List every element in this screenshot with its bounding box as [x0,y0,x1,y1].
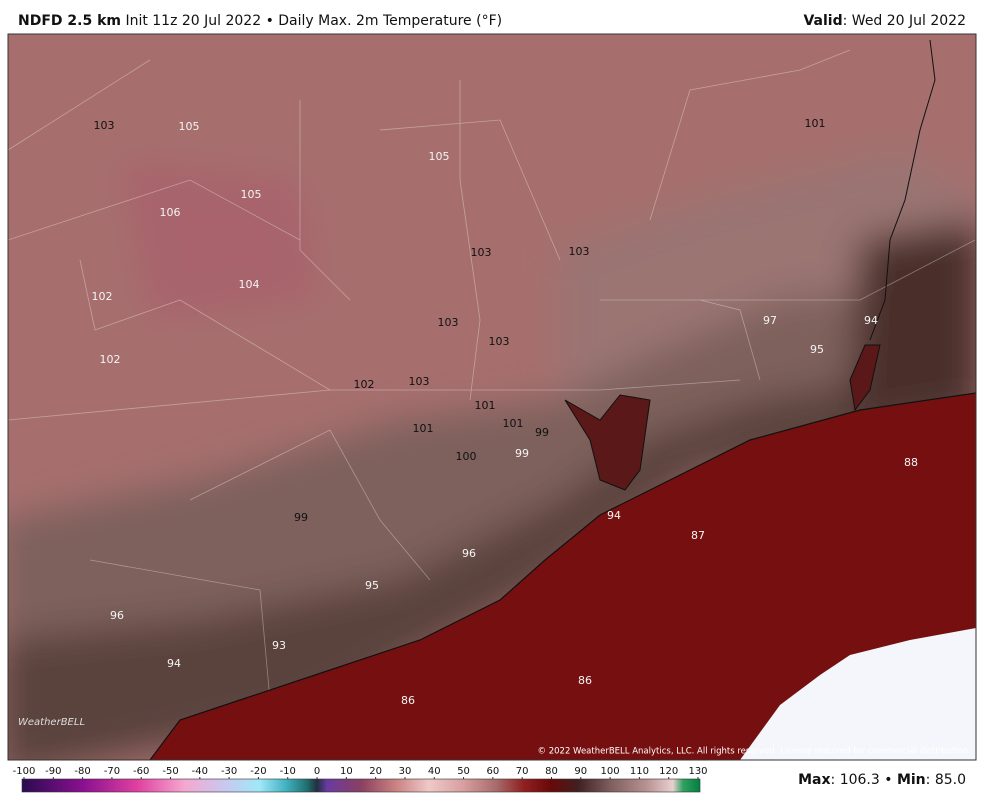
valid-label: Valid [803,13,842,29]
temperature-label: 100 [456,450,477,463]
temperature-label: 99 [515,447,529,460]
colorbar-tick-label: -40 [192,766,208,777]
min-label: Min [897,772,926,788]
separator: • [884,772,892,788]
temperature-label: 105 [179,120,200,133]
temperature-label: 86 [401,694,415,707]
temperature-label: 103 [569,245,590,258]
colorbar-tick-label: -100 [13,766,36,777]
colorbar-tick-label: 130 [688,766,707,777]
max-min: Max: 106.3 • Min: 85.0 [798,772,966,788]
temperature-label: 86 [578,674,592,687]
temperature-label: 87 [691,529,705,542]
temperature-label: 101 [805,117,826,130]
temperature-label: 94 [864,314,878,327]
colorbar-tick-label: -90 [45,766,61,777]
colorbar-tick-label: 110 [630,766,649,777]
colorbar-tick-label: 80 [545,766,558,777]
valid-value: : Wed 20 Jul 2022 [843,13,966,29]
bays [564,344,881,491]
temperature-label: 102 [92,290,113,303]
colorbar-tick-label: -10 [280,766,296,777]
colorbar-tick-label: 100 [601,766,620,777]
description: Init 11z 20 Jul 2022 • Daily Max. 2m Tem… [125,13,502,29]
temperature-label: 103 [471,246,492,259]
colorbar-tick-label: 30 [399,766,412,777]
temperature-label: 95 [365,579,379,592]
colorbar-tick-label: -20 [250,766,266,777]
coastline [149,392,976,760]
max-label: Max [798,772,830,788]
temperature-label: 97 [763,314,777,327]
temperature-label: 103 [489,335,510,348]
temperature-label: 94 [167,657,181,670]
temperature-label: 103 [94,119,115,132]
colorbar-tick-label: 10 [340,766,353,777]
temperature-label: 106 [160,206,181,219]
temperature-label: 94 [607,509,621,522]
temperature-label: 103 [409,375,430,388]
max-value: : 106.3 [831,772,880,788]
min-value: : 85.0 [926,772,966,788]
temperature-label: 105 [241,188,262,201]
temperature-label: 99 [294,511,308,524]
temperature-label: 96 [110,609,124,622]
temperature-label: 101 [413,422,434,435]
temperature-label: 88 [904,456,918,469]
copyright: © 2022 WeatherBELL Analytics, LLC. All r… [538,747,971,757]
colorbar-tick-label: 60 [487,766,500,777]
colorbar [21,778,701,793]
map: WeatherBELL © 2022 WeatherBELL Analytics… [8,34,976,760]
temperature-label: 93 [272,639,286,652]
colorbar-tick-label: 20 [369,766,382,777]
colorbar-tick-label: 40 [428,766,441,777]
temperature-label: 102 [100,353,121,366]
temperature-label: 101 [475,399,496,412]
header-title: NDFD 2.5 km Init 11z 20 Jul 2022 • Daily… [18,13,502,29]
colorbar-tick-label: -30 [221,766,237,777]
colorbar-tick-label: 90 [574,766,587,777]
colorbar-tick-label: -80 [74,766,90,777]
state-border [869,39,936,341]
temperature-label: 101 [503,417,524,430]
temperature-label: 96 [462,547,476,560]
missing-data [740,628,976,760]
colorbar-tick-label: 0 [314,766,320,777]
temperature-label: 99 [535,426,549,439]
temperature-label: 102 [354,378,375,391]
temperature-label: 103 [438,316,459,329]
colorbar-tick-label: 70 [516,766,529,777]
colorbar-tick-label: 120 [659,766,678,777]
colorbar-tick-label: -70 [104,766,120,777]
gulf-of-mexico [150,393,976,760]
temperature-label: 105 [429,150,450,163]
colorbar-tick-label: -60 [133,766,149,777]
model-name: NDFD 2.5 km [18,13,121,29]
colorbar-tick-label: 50 [457,766,470,777]
colorbar-tick-label: -50 [162,766,178,777]
temperature-label: 104 [239,278,260,291]
map-frame [7,33,977,761]
valid-date: Valid: Wed 20 Jul 2022 [803,13,966,29]
logo: WeatherBELL [18,717,85,728]
temperature-label: 95 [810,343,824,356]
